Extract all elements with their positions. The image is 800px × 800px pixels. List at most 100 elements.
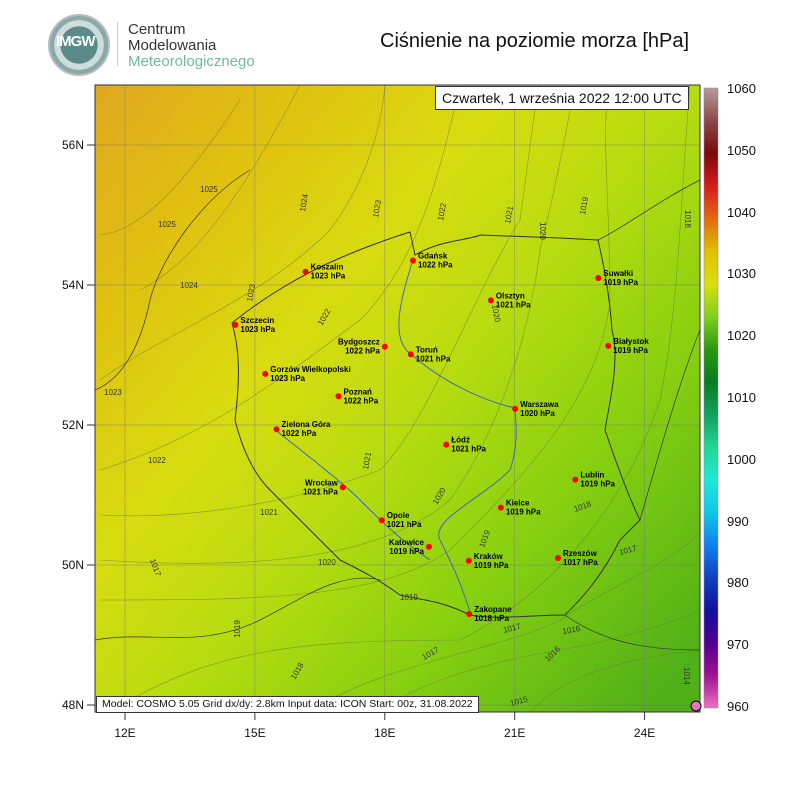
isobar-1015 bbox=[529, 649, 701, 713]
isobar-1017 bbox=[319, 529, 701, 706]
isobar-label: 1019 bbox=[578, 196, 590, 216]
isobar-label: 1023 bbox=[371, 199, 383, 219]
city-pressure: 1019 hPa bbox=[613, 346, 648, 355]
colorbar-tick-label: 980 bbox=[727, 575, 749, 591]
borders bbox=[94, 169, 701, 651]
isobar-label: 1024 bbox=[298, 193, 310, 213]
city-name: Gdańsk bbox=[418, 252, 448, 261]
country-border-west bbox=[94, 169, 251, 391]
lat-tick-label: 54N bbox=[62, 278, 84, 292]
city-name: Katowice bbox=[389, 538, 425, 547]
isobar-1022 bbox=[99, 84, 461, 471]
isobar-1021 bbox=[99, 84, 541, 517]
page-title: Ciśnienie na poziomie morza [hPa] bbox=[380, 30, 690, 52]
isobar-label: 1023 bbox=[104, 388, 122, 397]
city-dot bbox=[409, 257, 416, 264]
isobar-label: 1021 bbox=[503, 205, 515, 225]
pressure-field bbox=[95, 85, 700, 712]
city-name: Zielona Góra bbox=[282, 420, 331, 429]
city-name: Olsztyn bbox=[496, 291, 525, 300]
river-vistula bbox=[398, 259, 517, 613]
city-name: Białystok bbox=[613, 337, 649, 346]
isobar-label: 1016 bbox=[562, 624, 582, 636]
city-name: Poznań bbox=[343, 387, 372, 396]
org-line-1: Centrum bbox=[128, 21, 186, 38]
city-dot bbox=[335, 393, 342, 400]
colorbar-tick-label: 990 bbox=[727, 513, 749, 529]
city-dot bbox=[443, 441, 450, 448]
lat-tick-label: 48N bbox=[62, 698, 84, 712]
isobar-label: 1020 bbox=[490, 304, 502, 324]
city-pressure: 1021 hPa bbox=[303, 487, 338, 496]
colorbar-tick-label: 1050 bbox=[727, 142, 756, 158]
lat-tick-label: 56N bbox=[62, 138, 84, 152]
city-name: Zakopane bbox=[474, 605, 512, 614]
isobar-label: 1022 bbox=[436, 202, 448, 222]
city-name: Szczecin bbox=[240, 316, 274, 325]
isobar-label: 1025 bbox=[200, 185, 218, 194]
map-axes: 12E 15E 18E 21E 24E 56N 54N 52N 50N 48N bbox=[62, 138, 655, 740]
lat-tick-label: 52N bbox=[62, 418, 84, 432]
low-pressure-spot bbox=[690, 700, 702, 712]
rivers bbox=[276, 259, 517, 613]
colorbar-tick-label: 1000 bbox=[727, 451, 756, 467]
lat-tick-label: 50N bbox=[62, 558, 84, 572]
country-border-northeast bbox=[597, 179, 701, 241]
city-dot bbox=[465, 557, 472, 564]
lon-tick-label: 24E bbox=[634, 726, 655, 740]
country-border-south bbox=[94, 577, 381, 641]
colorbar-tick-label: 1010 bbox=[727, 390, 756, 405]
isobar-label: 1018 bbox=[683, 210, 692, 228]
colorbar-tick-label: 1060 bbox=[727, 81, 756, 96]
city-dot bbox=[512, 405, 519, 412]
isobar-label: 1021 bbox=[260, 508, 278, 517]
city-name: Opole bbox=[387, 511, 410, 520]
isobar-label: 1024 bbox=[180, 281, 198, 290]
lon-tick-label: 12E bbox=[114, 726, 135, 740]
city-dot bbox=[381, 343, 388, 350]
org-line-3: Meteorologicznego bbox=[128, 53, 255, 70]
country-border-east bbox=[639, 329, 701, 521]
city-pressure: 1021 hPa bbox=[496, 300, 531, 309]
colorbar bbox=[703, 87, 719, 709]
city-pressure: 1022 hPa bbox=[418, 261, 453, 270]
river-oder bbox=[276, 430, 431, 561]
organization-name: Centrum Modelowania Meteorologicznego bbox=[128, 22, 255, 70]
city-name: Rzeszów bbox=[563, 549, 598, 558]
city-dot bbox=[425, 543, 432, 550]
city-pressure: 1023 hPa bbox=[270, 374, 305, 383]
isobar-1016 bbox=[379, 609, 701, 713]
isobar-1018 bbox=[129, 84, 691, 701]
isobars bbox=[99, 84, 701, 713]
logo-text: IMGW bbox=[56, 33, 95, 50]
city-pressure: 1017 hPa bbox=[563, 558, 598, 567]
city-pressure: 1023 hPa bbox=[240, 325, 275, 334]
city-pressure: 1019 hPa bbox=[506, 508, 541, 517]
city-dot bbox=[339, 484, 346, 491]
isobar-label: 1023 bbox=[245, 283, 257, 303]
lon-tick-label: 18E bbox=[374, 726, 395, 740]
isobar-label: 1022 bbox=[148, 456, 166, 465]
lon-tick-label: 15E bbox=[244, 726, 265, 740]
isobar-1025 bbox=[99, 99, 241, 236]
isobar-label: 1014 bbox=[682, 667, 691, 685]
city-pressure: 1019 hPa bbox=[580, 480, 615, 489]
city-dot bbox=[378, 517, 385, 524]
valid-time-label: Czwartek, 1 września 2022 12:00 UTC bbox=[435, 86, 689, 110]
city-name: Toruń bbox=[416, 345, 438, 354]
city-name: Lublin bbox=[580, 471, 604, 480]
isobar-1023 bbox=[99, 84, 386, 381]
